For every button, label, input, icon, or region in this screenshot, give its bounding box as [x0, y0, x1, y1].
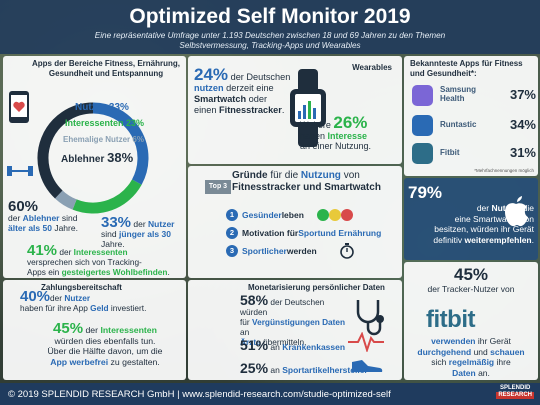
smartwatch-recommend-panel: 79% der Nutzer, die eine Smartwatch von …	[404, 178, 538, 260]
fitbit-panel: 45% der Tracker-Nutzer von fitbit verwen…	[404, 262, 538, 380]
donut-segment-2	[55, 190, 77, 210]
app-row-samsung-health: Samsung Health 37%	[408, 82, 536, 110]
header: Optimized Self Monitor 2019 Eine repräse…	[0, 0, 540, 54]
apple-logo-icon	[505, 196, 528, 227]
copyright-text: © 2019 SPLENDID RESEARCH GmbH	[8, 389, 175, 400]
heartbeat-icon	[348, 332, 384, 352]
subtitle-line-2: Selbstvermessung, Tracking-Apps und Wear…	[179, 41, 361, 50]
stat-payment-users: 40%der Nutzer haben für ihre App Geld in…	[20, 288, 147, 313]
donut-segment-1	[72, 179, 142, 214]
samsung-health-icon	[412, 85, 433, 106]
page-subtitle: Eine repräsentative Umfrage unter 1.193 …	[0, 31, 540, 51]
runtastic-icon	[412, 115, 433, 136]
footer: © 2019 SPLENDID RESEARCH GmbH | www.sple…	[0, 383, 540, 405]
fitbit-logo: fitbit	[426, 306, 475, 333]
app-row-runtastic: Runtastic 34%	[408, 112, 536, 140]
page-title: Optimized Self Monitor 2019	[129, 5, 411, 28]
running-shoe-icon	[352, 360, 383, 372]
stat-interessenten-wellbeing: 41% der Interessenten versprechen sich v…	[27, 242, 170, 277]
donut-label-ehemalige: Ehemalige Nutzer 6%	[63, 135, 144, 144]
top-apps-title: Bekannteste Apps für Fitness und Gesundh…	[410, 59, 523, 78]
study-url-link[interactable]: www.splendid-research.com/studie-optimiz…	[182, 389, 391, 400]
reason-item-3: 3 Sportlicher werden	[226, 245, 317, 257]
stat-data-sports-brands: 25% an Sportartikelhersteller	[240, 360, 368, 376]
dumbbell-icon	[7, 166, 33, 176]
usage-donut-chart	[37, 102, 149, 214]
top-apps-panel: Bekannteste Apps für Fitness und Gesundh…	[404, 56, 538, 176]
stat-fitbit-value: 45% der Tracker-Nutzer von	[427, 265, 515, 295]
donut-label-ablehner: Ablehner 38%	[61, 150, 134, 165]
apps-section-title: Apps der Bereiche Fitness, Ernährung, Ge…	[31, 59, 181, 78]
smartphone-icon	[9, 91, 29, 123]
monetization-panel: Monetarisierung persönlicher Daten 58% d…	[188, 280, 402, 380]
reason-item-1: 1 Gesünder leben	[226, 209, 304, 221]
reasons-title: Gründe für die Nutzung von Fitnesstracke…	[232, 170, 381, 193]
smartwatch-icon	[290, 69, 326, 147]
stat-data-insurers: 51% an Krankenkassen	[240, 337, 346, 353]
splendid-research-logo: SPLENDID RESEARCH	[496, 385, 534, 399]
stat-fitbit-usage: verwenden ihr Gerät durchgehend und scha…	[417, 336, 525, 378]
stat-smartwatch-recommend: 79% der Nutzer, die eine Smartwatch von …	[408, 183, 534, 245]
reasons-panel: Top 3 Gründe für die Nutzung von Fitness…	[188, 166, 402, 278]
fitbit-icon	[412, 143, 433, 164]
stat-wearable-users: 24% der Deutschen nutzen derzeit eine Sm…	[194, 65, 291, 115]
donut-label-nutzer: Nutzer 33%	[75, 102, 129, 113]
stethoscope-icon	[356, 300, 384, 336]
monetization-title: Monetarisierung persönlicher Daten	[248, 283, 385, 292]
stat-payment-interest: 45% der Interessenten würden dies ebenfa…	[47, 320, 163, 367]
top3-badge: Top 3	[205, 180, 231, 194]
apps-usage-panel: Apps der Bereiche Fitness, Ernährung, Ge…	[3, 56, 186, 278]
payment-title: Zahlungsbereitschaft	[41, 283, 122, 292]
stopwatch-icon	[340, 243, 354, 259]
stat-ablehner-age: 60% der Ablehner sind älter als 50 Jahre…	[8, 198, 78, 233]
stat-data-doctors: 58% der Deutschen würden für Vergünstigu…	[240, 292, 346, 347]
payment-panel: Zahlungsbereitschaft 40%der Nutzer haben…	[3, 280, 186, 380]
donut-segment-0	[92, 102, 149, 185]
multiple-answers-note: *Mehrfachnennungen möglich	[474, 168, 534, 173]
reason-item-2: 2 Motivation für Sport und Ernährung	[226, 227, 381, 239]
app-row-fitbit: Fitbit 31%	[408, 140, 536, 168]
fruit-icon	[317, 209, 353, 221]
wearables-panel: Wearables 24% der Deutschen nutzen derze…	[188, 56, 402, 164]
donut-label-interessenten: Interessenten 23%	[65, 118, 145, 128]
stat-wearable-interest: Weitere 26% haben Interesse an einer Nut…	[300, 113, 372, 151]
subtitle-line-1: Eine repräsentative Umfrage unter 1.193 …	[94, 31, 446, 40]
wearables-title: Wearables	[352, 63, 392, 72]
stat-nutzer-age: 33% der Nutzer sind jünger als 30 Jahre.	[101, 214, 175, 249]
donut-segment-3	[37, 102, 94, 199]
